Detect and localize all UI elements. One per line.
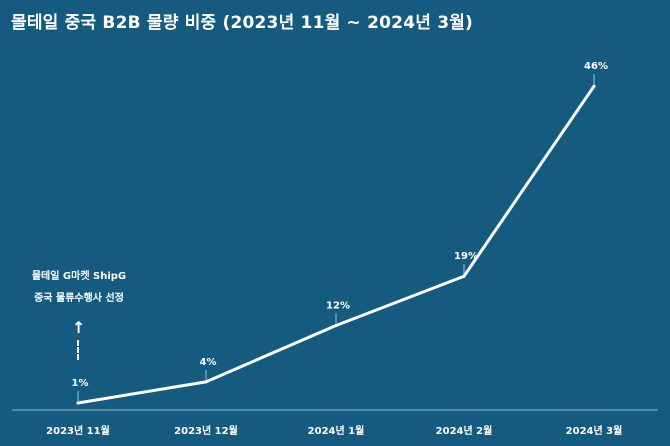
data-point <box>592 84 596 88</box>
data-label: 12% <box>326 301 350 312</box>
data-label: 46% <box>584 61 608 72</box>
dashed-arrow-shaft <box>77 340 81 360</box>
data-label: 1% <box>72 378 89 389</box>
data-label: 19% <box>454 251 478 262</box>
arrow-up-icon: ↑ <box>72 318 86 337</box>
chart-title: 몰테일 중국 B2B 물량 비중 (2023년 11월 ~ 2024년 3월) <box>11 13 474 33</box>
data-point <box>76 401 80 405</box>
x-tick-label: 2023년 11월 <box>46 424 110 437</box>
data-label: 4% <box>200 357 217 368</box>
data-point <box>204 380 208 384</box>
x-tick-label: 2024년 3월 <box>566 424 623 437</box>
data-point <box>462 274 466 278</box>
shipg-annotation: 몰테일 G마켓 ShipG 중국 물류수행사 선정 <box>18 266 140 310</box>
annotation-line-2: 중국 물류수행사 선정 <box>34 293 124 304</box>
series-line <box>76 84 596 405</box>
x-tick-label: 2024년 2월 <box>436 424 493 437</box>
x-tick-label: 2024년 1월 <box>308 424 365 437</box>
chart-marks: 1% 2023년 11월 4% 2023년 12월 12% 2024년 1월 19% 2024… <box>46 61 622 437</box>
annotation-line-1: 몰테일 G마켓 ShipG <box>31 271 127 282</box>
x-tick-label: 2023년 12월 <box>174 424 238 437</box>
data-point <box>334 324 338 328</box>
